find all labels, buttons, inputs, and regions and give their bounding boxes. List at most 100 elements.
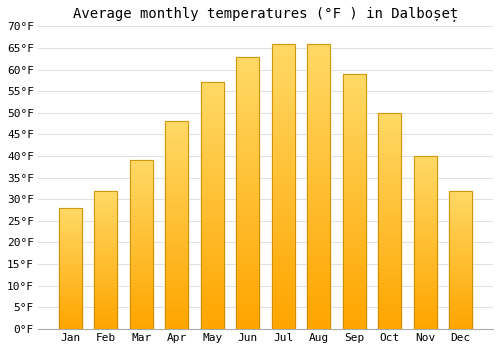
Bar xyxy=(94,226,118,229)
Bar xyxy=(201,304,224,309)
Bar xyxy=(201,309,224,314)
Bar xyxy=(201,92,224,97)
Bar xyxy=(450,226,472,229)
Bar xyxy=(308,323,330,329)
Bar xyxy=(94,323,118,326)
Bar xyxy=(378,113,402,329)
Bar xyxy=(130,201,153,204)
Bar xyxy=(308,89,330,95)
Bar xyxy=(166,267,188,271)
Bar xyxy=(343,74,366,329)
Bar xyxy=(308,209,330,215)
Bar xyxy=(130,312,153,315)
Bar xyxy=(130,197,153,201)
Bar xyxy=(166,209,188,213)
Bar xyxy=(201,265,224,270)
Bar xyxy=(378,247,402,251)
Bar xyxy=(343,258,366,262)
Bar xyxy=(130,251,153,255)
Bar xyxy=(343,303,366,308)
Bar xyxy=(130,295,153,299)
Bar xyxy=(378,208,402,212)
Bar xyxy=(59,237,82,239)
Bar xyxy=(308,238,330,243)
Bar xyxy=(378,203,402,208)
Bar xyxy=(308,249,330,255)
Bar xyxy=(308,175,330,181)
Bar xyxy=(59,293,82,295)
Bar xyxy=(308,106,330,112)
Bar xyxy=(308,101,330,106)
Bar xyxy=(272,243,295,249)
Bar xyxy=(201,88,224,92)
Bar xyxy=(450,229,472,232)
Bar xyxy=(272,152,295,158)
Bar xyxy=(308,198,330,203)
Bar xyxy=(94,190,118,193)
Bar xyxy=(308,55,330,61)
Bar xyxy=(236,133,260,138)
Bar xyxy=(166,262,188,267)
Bar xyxy=(378,324,402,329)
Bar xyxy=(59,259,82,261)
Bar xyxy=(343,104,366,110)
Bar xyxy=(378,113,402,117)
Bar xyxy=(343,140,366,145)
Bar xyxy=(272,323,295,329)
Bar xyxy=(272,220,295,226)
Bar xyxy=(414,291,437,294)
Bar xyxy=(94,304,118,307)
Bar xyxy=(130,275,153,278)
Bar xyxy=(59,254,82,256)
Bar xyxy=(94,232,118,235)
Bar xyxy=(414,249,437,253)
Bar xyxy=(201,270,224,275)
Bar xyxy=(201,225,224,230)
Bar xyxy=(94,257,118,260)
Bar xyxy=(343,130,366,135)
Bar xyxy=(414,298,437,301)
Bar xyxy=(236,242,260,247)
Bar xyxy=(308,317,330,323)
Bar xyxy=(272,124,295,129)
Bar xyxy=(130,305,153,309)
Bar xyxy=(201,235,224,240)
Bar xyxy=(236,68,260,73)
Bar xyxy=(272,198,295,203)
Bar xyxy=(343,171,366,176)
Bar xyxy=(130,160,153,164)
Bar xyxy=(343,324,366,329)
Bar xyxy=(201,137,224,142)
Bar xyxy=(272,249,295,255)
Bar xyxy=(201,196,224,201)
Bar xyxy=(343,273,366,278)
Bar xyxy=(94,321,118,323)
Bar xyxy=(308,295,330,300)
Bar xyxy=(166,204,188,209)
Bar xyxy=(272,312,295,317)
Bar xyxy=(414,274,437,277)
Bar xyxy=(94,296,118,299)
Bar xyxy=(414,260,437,263)
Bar xyxy=(59,268,82,271)
Bar xyxy=(414,305,437,308)
Bar xyxy=(236,138,260,144)
Bar xyxy=(201,186,224,191)
Bar xyxy=(308,192,330,198)
Bar xyxy=(201,285,224,289)
Bar xyxy=(236,111,260,117)
Bar xyxy=(236,57,260,329)
Bar xyxy=(414,315,437,318)
Bar xyxy=(94,213,118,216)
Bar xyxy=(308,124,330,129)
Bar xyxy=(450,190,472,329)
Bar xyxy=(272,43,295,329)
Bar xyxy=(166,200,188,204)
Bar xyxy=(450,321,472,323)
Bar xyxy=(201,83,224,329)
Bar xyxy=(236,225,260,231)
Bar xyxy=(378,251,402,256)
Bar xyxy=(94,293,118,296)
Bar xyxy=(94,221,118,224)
Bar xyxy=(378,234,402,238)
